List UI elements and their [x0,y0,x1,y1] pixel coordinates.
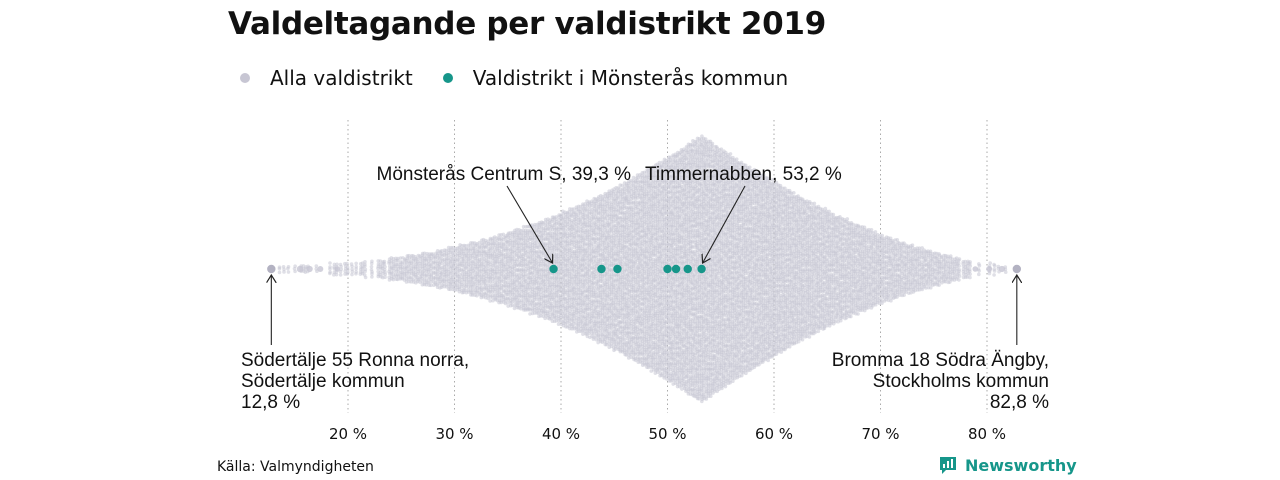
swarm-point [591,244,596,248]
chart-title: Valdeltagande per valdistrikt 2019 [228,6,826,42]
swarm-point [453,251,457,256]
swarm-point [396,262,400,266]
swarm-point [363,260,367,264]
legend-label-all: Alla valdistrikt [270,66,413,90]
swarm-point [350,269,355,274]
swarm-point [479,260,484,264]
swarm-point [516,288,521,292]
swarm-point [624,244,629,248]
swarm-point [349,262,354,266]
legend-item-local: Valdistrikt i Mönsterås kommun [442,66,789,90]
swarm-point [334,272,339,277]
swarm-point [328,271,332,276]
swarm-point [391,269,396,274]
swarm-point [382,259,387,264]
swarm-point [431,252,435,256]
swarm-point [429,283,433,288]
swarm-point [435,251,440,256]
swarm-point [293,264,297,268]
swarm-point [429,280,433,284]
swarm-all-districts [267,134,1022,404]
swarm-point [440,257,444,261]
swarm-point [479,282,484,287]
swarm-point [444,264,449,269]
legend-dot-local [442,73,453,83]
swarm-point [332,262,337,267]
swarm-point [383,272,388,277]
swarm-point [282,270,286,274]
swarm-point [345,272,350,276]
swarm-point [473,259,477,263]
swarm-point [286,265,291,269]
swarm-point [477,240,482,245]
swarm-point [338,269,343,274]
swarm-point [369,264,374,269]
swarm-point [383,275,387,279]
swarm-point [415,259,420,264]
swarm-point [424,257,429,261]
swarm-point [472,247,477,251]
swarm-point [470,276,475,281]
swarm-point [422,254,426,259]
swarm-point [345,265,350,269]
swarm-point [314,264,319,268]
swarm-point [407,253,411,258]
swarm-point [328,261,332,265]
swarm-point [446,274,451,278]
swarm-point [435,272,440,276]
legend-item-all: Alla valdistrikt [240,66,413,90]
swarm-point [415,272,420,276]
swarm-point [350,272,354,277]
swarm-point [457,276,462,281]
swarm-point [328,265,332,269]
swarm-point [448,287,453,292]
swarm-point [363,262,367,267]
swarm-point [345,261,349,266]
swarm-point [338,262,343,267]
swarm-point [543,316,547,321]
swarm-point [549,241,554,245]
swarm-point [422,251,427,256]
swarm-point [277,270,282,275]
swarm-point [473,269,477,274]
swarm-point [370,275,374,279]
swarm-point [437,265,442,269]
swarm-point [444,248,449,253]
swarm-point [332,273,336,277]
legend-label-local: Valdistrikt i Mönsterås kommun [472,66,789,90]
swarm-point [338,273,343,277]
swarm-point [383,265,387,269]
swarm-point [281,264,286,269]
swarm-point [413,254,418,259]
swarm-point [391,277,396,282]
swarm-point [335,262,339,267]
swarm-point [363,269,367,274]
swarm-point [475,293,479,298]
swarm-point [354,264,358,269]
legend: Alla valdistrikt Valdistrikt i Mönsterås… [240,66,818,90]
swarm-point [370,259,374,264]
swarm-point [440,248,444,253]
swarm-point [461,257,466,261]
swarm-point [470,285,475,289]
swarm-point [477,249,481,254]
swarm-point [450,275,455,279]
swarm-point [354,261,358,266]
swarm-point [464,243,468,248]
swarm-point [470,272,475,276]
swarm-point [293,269,297,274]
swarm-point [363,275,368,280]
swarm-point [510,300,514,304]
swarm-point [277,265,282,269]
swarm-point [286,270,291,274]
swarm-point [446,256,451,261]
swarm-point [439,261,444,266]
swarm-point [370,272,374,276]
swarm-point [479,290,484,294]
swarm-point [354,271,358,276]
legend-dot-all [240,73,250,83]
swarm-point [457,259,462,264]
swarm-point [424,274,429,278]
